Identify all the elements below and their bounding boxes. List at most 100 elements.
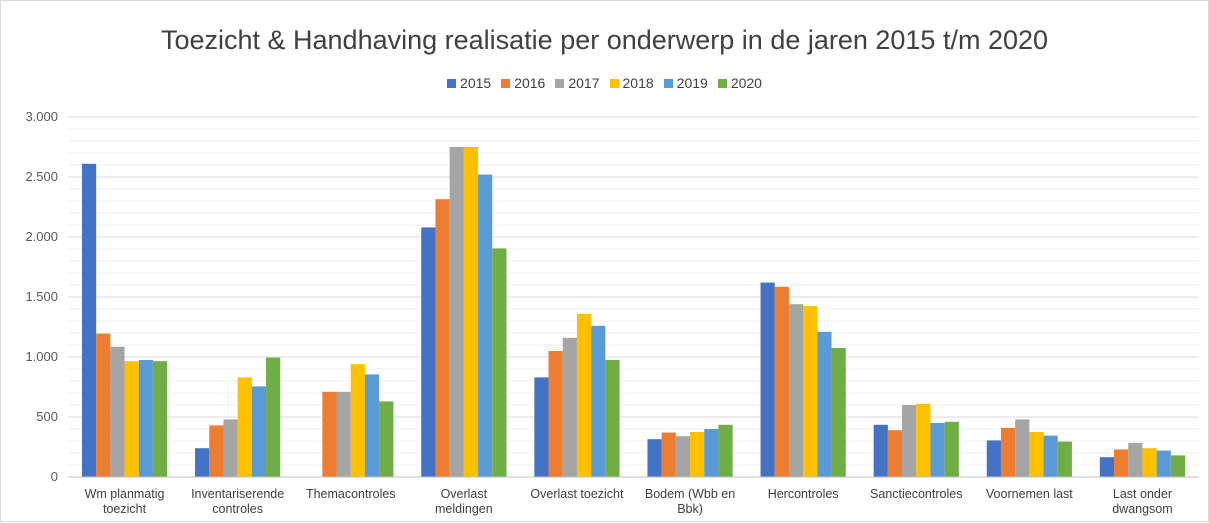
x-category-label: toezicht [103,502,147,516]
legend-swatch [501,78,511,88]
bar-2018-7 [916,403,931,477]
y-tick-label: 1.000 [25,349,58,364]
y-tick-label: 2.000 [25,229,58,244]
bar-2019-9 [1156,450,1171,477]
legend-item-2015: 2015 [447,75,491,91]
bar-2019-2 [364,374,380,477]
bar-2020-8 [1057,441,1072,477]
bar-2019-1 [251,386,267,477]
x-category-label: controles [212,502,263,516]
bar-2015-8 [986,440,1001,477]
legend-swatch [663,78,673,88]
bar-2015-7 [873,424,888,477]
bar-2017-3 [449,147,464,477]
legend-item-2020: 2020 [717,75,762,91]
y-tick-label: 2.500 [25,169,58,184]
y-tick-label: 1.500 [25,289,58,304]
y-tick-label: 3.000 [25,109,58,124]
bar-2016-1 [209,425,224,477]
chart-legend: 2015 2016 2017 2018 2019 2020 [1,75,1208,91]
bar-2017-9 [1128,442,1143,477]
x-category-label: Overlast [441,487,488,501]
bar-2018-3 [463,147,479,477]
bar-2016-9 [1114,449,1129,477]
bar-2019-0 [138,360,153,477]
bar-2015-1 [195,448,210,477]
bar-2016-4 [548,351,563,477]
y-tick-label: 0 [51,469,58,484]
bar-2020-0 [152,361,168,477]
x-category-label: Last onder [1113,487,1172,501]
bar-2015-0 [81,163,97,478]
bar-2020-5 [718,424,733,477]
legend-label: 2017 [568,75,600,91]
x-category-label: Sanctiecontroles [870,487,962,501]
chart-title: Toezicht & Handhaving realisatie per ond… [160,25,1049,55]
legend-swatch [717,78,727,88]
bar-2020-2 [379,401,394,477]
bar-2019-8 [1043,435,1058,477]
bar-2015-5 [647,439,662,477]
bar-2020-1 [266,357,281,477]
legend-label: 2019 [676,75,708,91]
legend-swatch [447,78,457,88]
bar-2018-0 [124,361,139,477]
legend-item-2017: 2017 [555,75,600,91]
legend-label: 2018 [622,75,654,91]
bar-2016-0 [96,333,111,477]
bar-2019-7 [930,423,945,477]
bar-2018-1 [237,377,252,477]
bar-2017-8 [1015,419,1030,477]
bar-2019-4 [591,325,606,477]
bar-2017-6 [788,304,804,477]
legend-item-2018: 2018 [609,75,654,91]
bar-2019-6 [817,331,832,477]
legend-item-2019: 2019 [663,75,708,91]
bar-2016-7 [887,430,903,477]
bar-2018-9 [1142,448,1157,477]
bar-2020-3 [492,248,507,477]
legend-item-2016: 2016 [501,75,545,91]
bar-2016-3 [435,199,450,477]
y-tick-label: 500 [36,409,58,424]
x-category-label: Bodem (Wbb en [645,487,735,501]
bar-2016-6 [774,286,789,477]
x-category-label: Voornemen last [986,487,1073,501]
bar-2019-3 [478,174,493,477]
bar-2015-4 [534,377,549,477]
bar-2020-7 [944,421,959,477]
bar-2015-9 [1099,457,1115,477]
bar-2018-2 [350,364,365,477]
x-category-label: Inventariserende [191,487,284,501]
bar-2016-5 [661,432,676,477]
legend-swatch [609,78,619,88]
bar-2017-1 [223,419,238,477]
legend-swatch [555,78,565,88]
x-category-label: Bbk) [677,502,703,516]
bar-2020-6 [831,348,846,477]
x-category-label: Overlast toezicht [530,487,624,501]
bar-2018-6 [803,306,818,477]
legend-label: 2020 [730,75,762,91]
bar-2017-7 [902,405,917,477]
bar-2019-5 [704,429,719,477]
bar-2018-8 [1029,432,1044,477]
bar-2015-3 [421,227,436,477]
bar-2017-5 [675,436,691,477]
bar-2018-4 [576,313,592,477]
x-category-label: meldingen [435,502,493,516]
bar-2016-2 [322,391,337,477]
bar-2015-6 [760,282,775,477]
x-category-label: Hercontroles [768,487,839,501]
bar-2020-9 [1170,455,1186,477]
x-category-label: Themacontroles [306,487,396,501]
bar-2017-2 [336,391,351,477]
bar-2017-0 [110,346,125,477]
bar-2020-4 [605,360,620,477]
bar-2017-4 [562,337,577,477]
x-category-label: Wm planmatig [85,487,165,501]
legend-label: 2015 [460,75,492,91]
x-category-label: dwangsom [1112,502,1172,516]
bar-2016-8 [1000,427,1016,477]
